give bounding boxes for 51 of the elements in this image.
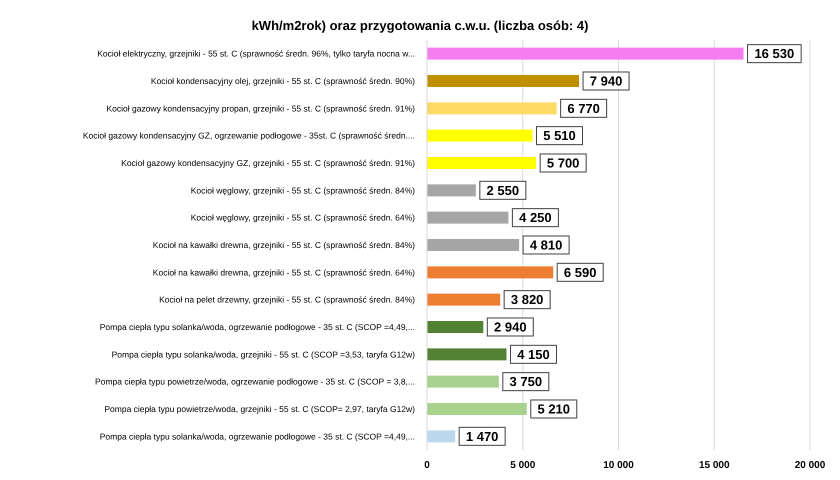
bar (427, 156, 536, 169)
y-tick-label: Kocioł kondensacyjny olej, grzejniki - 55 st. C (sprawność średn. 90%) (150, 76, 416, 86)
bar (427, 430, 456, 442)
bar (427, 102, 557, 114)
bar (427, 266, 554, 278)
bar (427, 348, 506, 360)
data-label: 7 940 (590, 73, 622, 88)
bar (427, 320, 484, 333)
x-tick-label: 15 000 (698, 460, 730, 471)
y-tick-label: Kocioł na kawałki drewna, grzejniki - 55 st. C (sprawność średn. 84%) (152, 240, 416, 250)
y-tick-label: Kocioł węglowy, grzejniki - 55 st. C (sprawność średn. 84%) (190, 185, 416, 196)
bar (427, 212, 508, 224)
data-label: 3 750 (510, 374, 542, 390)
y-tick-label: Kocioł węglowy, grzejniki - 55 st. C (sprawność średn. 64%) (190, 212, 416, 223)
data-label: 6 770 (567, 100, 600, 116)
x-tick-label: 20 000 (794, 460, 826, 471)
data-label: 2 940 (494, 319, 527, 334)
x-tick-label: 10 000 (603, 460, 634, 471)
y-tick-label: Pompa ciepła typu solanka/woda, ogrzewanie podłogowe - 35 st. C (SCOP =4,49,... (100, 431, 415, 442)
y-tick-label: Pompa ciepła typu powietrze/woda, grzejniki - 55 st. C (SCOP= 2,97, taryfa G12w) (104, 404, 416, 414)
y-tick-label: Pompa ciepła typu powietrze/woda, ogrzewanie podłogowe - 35 st. C (SCOP = 3,8,... (95, 376, 415, 387)
x-tick-label: 0 (424, 460, 430, 471)
bar (427, 184, 476, 196)
y-tick-label: Kocioł gazowy kondensacyjny GZ, grzejniki - 55 st. C (sprawność średn. 91%) (121, 158, 416, 168)
y-tick-label: Kocioł gazowy kondensacyjny GZ, ogrzewanie podłogowe - 35st. C (sprawność średn.... (82, 130, 415, 141)
bar (427, 238, 520, 251)
data-label: 5 510 (543, 128, 576, 144)
x-tick-label: 5 000 (510, 460, 536, 471)
bar (427, 130, 533, 142)
data-label: 4 150 (517, 346, 550, 362)
bar (427, 74, 580, 87)
data-label: 3 820 (510, 292, 544, 308)
bar (427, 294, 500, 306)
chart-title: kWh/m2rok) oraz przygotowania c.w.u. (liczba osób: 4) (250, 18, 590, 33)
bar (427, 48, 744, 60)
data-label: 4 810 (530, 237, 562, 252)
data-label: 5 700 (546, 155, 580, 170)
y-tick-label: Kocioł na kawałki drewna, grzejniki - 55 st. C (sprawność średn. 64%) (152, 267, 416, 278)
y-tick-label: Kocioł gazowy kondensacyjny propan, grzejniki - 55 st. C (sprawność średn. 91%) (106, 103, 416, 114)
bar (427, 402, 527, 415)
y-tick-label: Kocioł na pelet drzewny, grzejniki - 55 st. C (sprawność średn. 84%) (159, 294, 416, 305)
y-tick-label: Pompa ciepła typu solanka/woda, ogrzewanie podłogowe - 35 st. C (SCOP =4,49,... (100, 322, 415, 332)
data-label: 1 470 (466, 428, 498, 444)
data-label: 6 590 (564, 264, 596, 280)
data-label: 16 530 (754, 46, 794, 62)
data-label: 5 210 (538, 401, 570, 416)
data-label: 4 250 (519, 210, 552, 226)
y-tick-label: Kocioł elektryczny, grzejniki - 55 st. C (sprawność średn. 96%, tylko taryfa nocna w... (97, 48, 415, 59)
bar (427, 376, 499, 388)
data-label: 2 550 (486, 182, 520, 198)
y-tick-label: Pompa ciepła typu solanka/woda, grzejniki - 55 st. C (SCOP =3,53, taryfa G12w) (112, 349, 416, 360)
